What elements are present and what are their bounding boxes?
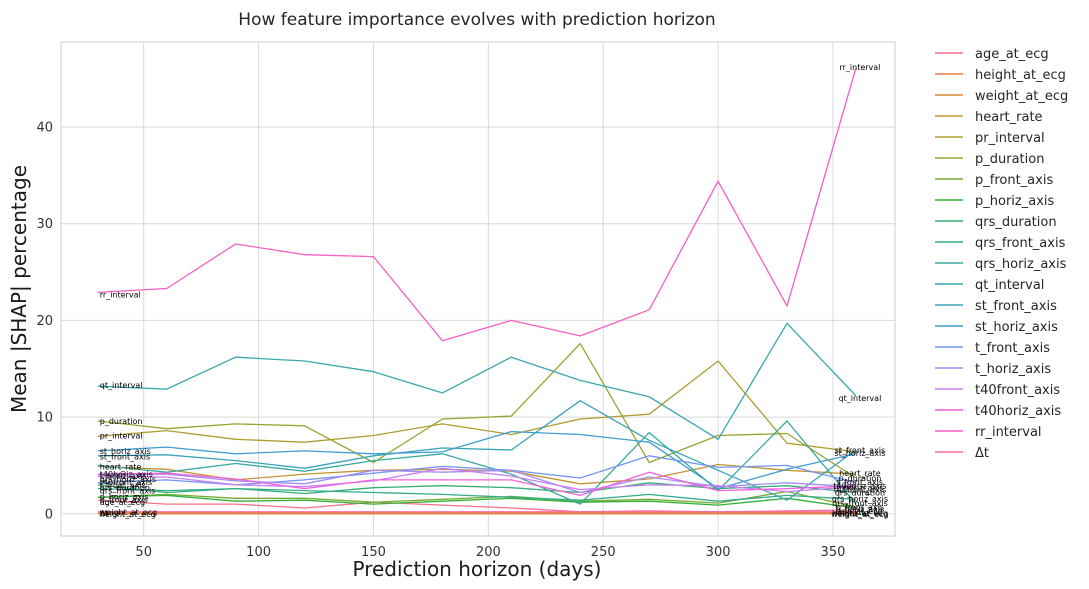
series-end-label: t_horiz_axis: [837, 484, 884, 493]
series-line: [97, 360, 856, 453]
series-line: [97, 471, 856, 497]
legend-entry: weight_at_ecg: [975, 89, 1068, 104]
series-end-label: st_horiz_axis: [834, 449, 885, 458]
series-end-label: qrs_horiz_axis: [832, 494, 888, 503]
y-tick-label: 10: [36, 411, 53, 426]
legend: age_at_ecg height_at_ecg weight_at_ecghear…: [935, 47, 1068, 461]
y-tick-label: 30: [36, 217, 53, 232]
legend-entry: age_at_ecg: [975, 47, 1049, 62]
x-tick-label: 50: [135, 545, 152, 560]
legend-entry: qrs_duration: [975, 215, 1057, 230]
legend-entry: rr_interval: [975, 425, 1042, 440]
x-tick-label: 250: [591, 545, 616, 560]
series-lines: [97, 67, 857, 515]
legend-entry: p_duration: [975, 152, 1044, 167]
legend-entry: p_horiz_axis: [975, 194, 1054, 209]
series-start-label: t_horiz_axis: [100, 472, 147, 481]
series-start-label: height_at_ecg: [100, 510, 156, 519]
series-start-label: t40horiz_axis: [100, 470, 153, 479]
series-end-label: weight_at_ecg: [831, 510, 888, 519]
series-end-label: qt_interval: [839, 394, 882, 403]
series-line: [97, 400, 857, 501]
series-line: [97, 420, 857, 505]
series-end-label: t40front_axis: [834, 486, 886, 495]
legend-entry: heart_rate: [975, 110, 1043, 125]
start-labels: rr_interval qt_interval p_duration pr_inter…: [100, 290, 157, 518]
legend-entry: height_at_ecg: [975, 68, 1066, 83]
series-start-label: qrs_horiz_axis: [100, 475, 156, 484]
series-start-label: p_duration: [100, 417, 143, 426]
legend-entry: t_horiz_axis: [975, 362, 1051, 377]
legend-entry: st_horiz_axis: [975, 320, 1058, 335]
series-start-label: p_front_axis: [100, 495, 148, 504]
x-tick-label: 100: [246, 545, 271, 560]
series-start-label: heart_rate: [100, 462, 142, 471]
series-line: [97, 494, 856, 509]
y-tick-label: 40: [36, 121, 53, 136]
series-start-label: t40front_axis: [100, 478, 152, 487]
legend-entry: st_front_axis: [975, 299, 1057, 314]
legend-entry: Δt: [975, 446, 989, 461]
chart-title: How feature importance evolves with pred…: [238, 10, 715, 30]
series-line: [97, 322, 857, 440]
series-end-label: Δt: [856, 508, 865, 517]
end-labels: rr_interval qt_interval st_front_axisst_ho…: [831, 63, 888, 519]
series-start-label: pr_interval: [100, 431, 143, 440]
series-end-label: p_horiz_axis: [836, 505, 885, 514]
series-end-label: p_duration: [839, 474, 882, 483]
x-tick-label: 300: [706, 545, 731, 560]
series-start-label: qt_interval: [100, 381, 143, 390]
x-tick-label: 200: [476, 545, 501, 560]
series-end-label: st_front_axis: [835, 446, 885, 455]
series-start-label: st_front_axis: [100, 453, 150, 462]
x-tick-label: 150: [361, 545, 386, 560]
series-start-label: rr_interval: [100, 290, 141, 299]
series-end-label: rr_interval: [839, 63, 880, 72]
series-line: [97, 490, 857, 508]
series-line: [97, 430, 857, 490]
y-tick-label: 0: [45, 507, 53, 522]
series-start-label: t_front_axis: [100, 481, 146, 490]
series-start-label: qrs_front_axis: [100, 487, 156, 496]
series-start-label: Δt: [100, 509, 109, 518]
legend-entry: t40front_axis: [975, 383, 1060, 398]
legend-entry: t40horiz_axis: [975, 404, 1061, 419]
series-start-label: age_at_ecg: [100, 498, 145, 507]
series-line: [97, 487, 856, 502]
series-start-label: p_horiz_axis: [100, 492, 149, 501]
x-tick-labels: 50 100 150 200 250 300 350: [135, 545, 845, 560]
series-line: [97, 342, 857, 479]
series-start-label: st_horiz_axis: [100, 447, 151, 456]
legend-entry: qt_interval: [975, 278, 1044, 293]
legend-entry: qrs_horiz_axis: [975, 257, 1067, 272]
legend-entry: pr_interval: [975, 131, 1045, 146]
series-start-label: weight_at_ecg: [100, 508, 157, 517]
series-end-label: heart_rate: [839, 469, 881, 478]
legend-entry: t_front_axis: [975, 341, 1050, 356]
series-end-label: qrs_front_axis: [832, 499, 888, 508]
legend-entry: qrs_front_axis: [975, 236, 1066, 251]
series-end-label: t40horiz_axis: [833, 482, 886, 491]
series-end-label: age_at_ecg: [837, 507, 882, 516]
series-end-label: qrs_duration: [835, 488, 885, 497]
y-tick-label: 20: [36, 314, 53, 329]
y-axis-title: Mean |SHAP| percentage: [7, 165, 31, 413]
series-end-label: height_at_ecg: [832, 509, 888, 518]
series-line: [97, 67, 857, 342]
x-axis-title: Prediction horizon (days): [353, 557, 602, 581]
legend-entry: p_front_axis: [975, 173, 1053, 188]
series-end-label: p_front_axis: [836, 503, 884, 512]
y-tick-labels: 0 10 20 30 40: [36, 121, 53, 523]
x-tick-label: 350: [821, 545, 846, 560]
series-end-label: t_front_axis: [837, 478, 883, 487]
series-start-label: qrs_duration: [100, 484, 150, 493]
series-line: [97, 467, 856, 493]
plot-area: [60, 41, 896, 537]
